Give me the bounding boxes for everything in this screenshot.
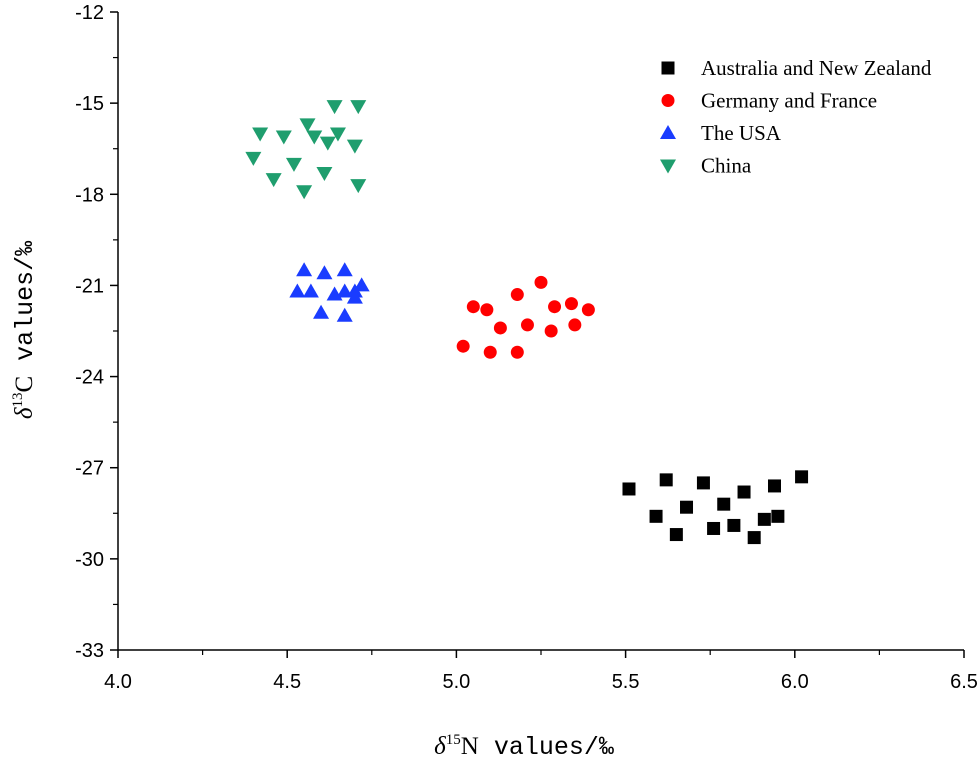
y-tick-label: -15 <box>75 93 104 115</box>
data-point <box>350 100 367 115</box>
data-point <box>534 275 548 289</box>
legend-label: China <box>701 154 752 178</box>
series-1 <box>456 275 595 359</box>
data-point <box>252 127 269 142</box>
data-point <box>350 179 367 194</box>
x-tick-label: 6.0 <box>781 671 809 693</box>
data-point <box>767 479 781 493</box>
y-tick-label: -21 <box>75 275 104 297</box>
y-tick-label: -12 <box>75 2 104 24</box>
data-point <box>737 485 751 499</box>
data-point <box>483 345 497 359</box>
data-points <box>245 100 809 545</box>
data-point <box>707 521 721 535</box>
y-tick-label: -33 <box>75 640 104 662</box>
data-point <box>466 300 480 314</box>
data-point <box>520 318 534 332</box>
data-point <box>336 283 353 298</box>
legend-marker <box>660 125 676 139</box>
data-point <box>669 528 683 542</box>
legend-label: The USA <box>701 121 782 145</box>
data-point <box>727 518 741 532</box>
y-tick-label: -30 <box>75 549 104 571</box>
data-point <box>289 283 306 298</box>
series-2 <box>289 262 370 322</box>
data-point <box>696 476 710 490</box>
data-point <box>581 303 595 317</box>
data-point <box>493 321 507 335</box>
axes: 4.0 4.5 5.0 5.5 6.0 6.5 -12 -15 -18 -21 -24 -27 -30 -… <box>75 2 978 693</box>
data-point <box>296 185 313 200</box>
data-point <box>346 139 363 154</box>
legend-label: Germany and France <box>701 89 877 113</box>
data-point <box>316 167 333 182</box>
data-point <box>296 262 313 277</box>
data-point <box>548 300 562 314</box>
data-point <box>285 157 302 172</box>
data-point <box>306 130 323 145</box>
data-point <box>680 500 694 514</box>
data-point <box>336 307 353 322</box>
x-tick-label: 4.0 <box>104 671 132 693</box>
data-point <box>622 482 636 496</box>
series-3 <box>245 100 367 200</box>
data-point <box>313 304 330 319</box>
data-point <box>771 509 785 523</box>
data-point <box>795 470 809 484</box>
data-point <box>649 509 663 523</box>
data-point <box>329 127 346 142</box>
legend-marker <box>661 94 675 107</box>
data-point <box>747 531 761 545</box>
series-0 <box>622 470 809 545</box>
x-tick-label: 5.5 <box>612 671 640 693</box>
x-tick-label: 6.5 <box>950 671 978 693</box>
data-point <box>717 497 731 511</box>
data-point <box>336 262 353 277</box>
legend-marker <box>661 61 675 75</box>
data-point <box>510 288 524 302</box>
data-point <box>564 297 578 311</box>
legend: Australia and New Zealand Germany and Fra… <box>660 56 932 178</box>
data-point <box>326 100 343 115</box>
data-point <box>544 324 558 338</box>
x-axis-title: δ15N values/‰ <box>434 732 614 761</box>
data-point <box>275 130 292 145</box>
data-point <box>510 345 524 359</box>
y-tick-label: -24 <box>75 367 104 389</box>
y-tick-label: -18 <box>75 184 104 206</box>
y-tick-label: -27 <box>75 458 104 480</box>
x-tick-label: 5.0 <box>442 671 470 693</box>
data-point <box>568 318 582 332</box>
data-point <box>316 265 333 280</box>
legend-marker <box>660 159 676 174</box>
x-tick-label: 4.5 <box>273 671 301 693</box>
data-point <box>353 277 370 292</box>
data-point <box>245 151 262 166</box>
y-axis-title: δ13C values/‰ <box>10 241 40 419</box>
data-point <box>757 512 771 526</box>
legend-label: Australia and New Zealand <box>701 56 932 80</box>
data-point <box>480 303 494 317</box>
data-point <box>456 339 470 353</box>
data-point <box>265 173 282 188</box>
data-point <box>302 283 319 298</box>
data-point <box>299 118 316 133</box>
data-point <box>319 136 336 151</box>
data-point <box>659 473 673 487</box>
